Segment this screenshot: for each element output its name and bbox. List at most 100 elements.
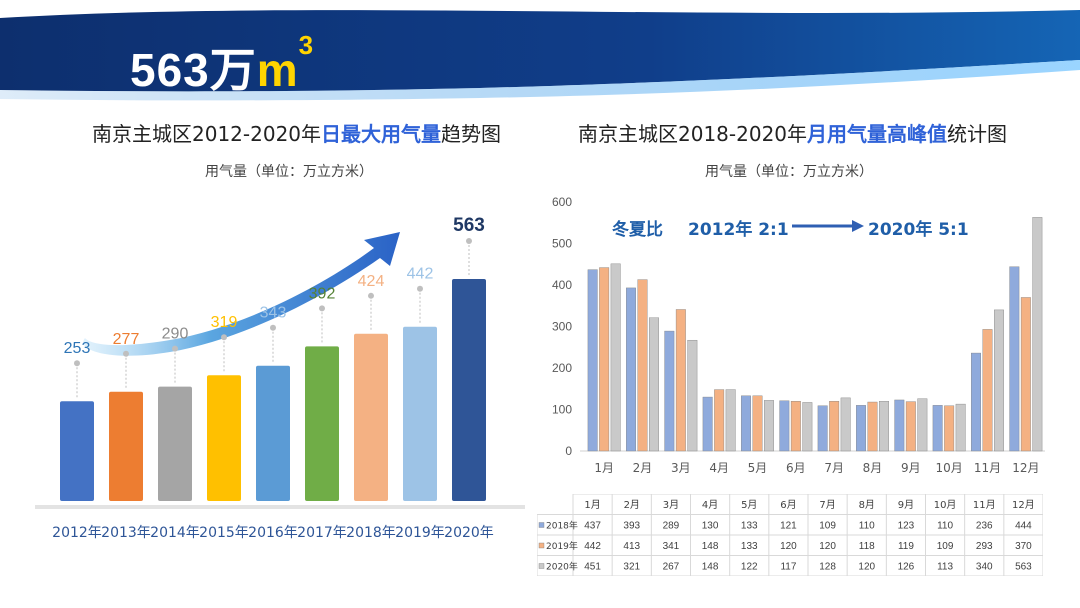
- leader-dot: [368, 292, 374, 299]
- headline-value: 563万m3: [130, 30, 315, 96]
- bar-2020年-11月: [994, 309, 1004, 452]
- x-tick-label: 2016年: [248, 525, 298, 541]
- table-cell: 120: [858, 562, 875, 573]
- leader-dot: [270, 324, 276, 331]
- table-header-cell: 11月: [973, 499, 996, 511]
- bar-2018年-10月: [932, 405, 943, 452]
- bar-2018年-5月: [741, 395, 751, 452]
- table-cell: 236: [976, 521, 993, 532]
- bar-2019年: [403, 326, 437, 501]
- x-tick-label: 10月: [936, 461, 963, 475]
- y-tick-label: 100: [552, 403, 572, 417]
- bar-2020年-2月: [649, 317, 659, 452]
- x-tick-label: 2013年: [101, 525, 151, 541]
- table-header-cell: 5月: [741, 499, 757, 511]
- table-cell: 413: [623, 541, 640, 552]
- table-cell: 110: [859, 521, 875, 532]
- bar-2019年-9月: [905, 401, 916, 452]
- ratio-to: 2020年 5:1: [868, 220, 969, 240]
- bar-2019年-6月: [790, 400, 801, 452]
- table-cell: 119: [898, 541, 914, 552]
- trend-arrow-icon: [83, 232, 401, 356]
- data-label: 442: [407, 266, 434, 283]
- leader-dot: [417, 285, 423, 292]
- table-cell: 122: [741, 562, 758, 573]
- bar-2018年-11月: [971, 352, 981, 452]
- bar-2019年-11月: [982, 329, 993, 452]
- table-cell: 293: [976, 541, 993, 552]
- data-table: 1月 2月 3月 4月 5月 6月 7月 8月 9月 10月 11月 12月 2018年 437 393 28…: [537, 494, 1043, 576]
- x-tick-label: 2014年: [150, 525, 200, 541]
- y-tick-label: 400: [552, 278, 572, 292]
- data-label: 343: [260, 305, 287, 322]
- table-cell: 113: [937, 562, 953, 573]
- bar-2020年-10月: [955, 403, 966, 452]
- bar-2020年-8月: [879, 400, 889, 452]
- table-cell: 110: [937, 521, 953, 532]
- table-cell: 451: [584, 562, 601, 573]
- table-row-label: 2019年: [546, 540, 578, 552]
- data-label: 392: [309, 285, 336, 302]
- table-cell: 120: [819, 541, 836, 552]
- x-tick-label: 4月: [709, 461, 729, 475]
- right-chart-subtitle: 用气量（单位：万立方米）: [705, 164, 873, 180]
- bar-2020年-5月: [764, 400, 774, 452]
- table-row-label: 2020年: [546, 561, 578, 573]
- table-header-cell: 9月: [898, 499, 914, 511]
- table-row-label: 2018年: [546, 520, 578, 532]
- table-cell: 341: [663, 541, 680, 552]
- headline-unit: m3: [256, 30, 315, 96]
- table-cell: 126: [898, 562, 915, 573]
- leader-dot: [221, 334, 227, 341]
- x-tick-label: 2019年: [395, 525, 445, 541]
- bar-2015年: [207, 375, 241, 501]
- bar-2019年-5月: [752, 395, 763, 452]
- table-cell: 370: [1015, 541, 1032, 552]
- bar-2018年-4月: [702, 396, 713, 452]
- bar-2018年-12月: [1009, 266, 1020, 452]
- x-tick-label: 2月: [633, 461, 653, 475]
- table-cell: 130: [702, 521, 719, 532]
- bar-2018年-7月: [817, 405, 828, 452]
- table-cell: 109: [819, 521, 836, 532]
- left-chart-title: 南京主城区2012-2020年日最大用气量趋势图: [92, 122, 502, 146]
- bar-2017年: [305, 346, 339, 501]
- y-tick-label: 600: [552, 195, 572, 209]
- x-tick-label: 2020年: [444, 525, 494, 541]
- ratio-label: 冬夏比: [612, 220, 663, 240]
- bar-2020年-4月: [725, 389, 736, 452]
- bar-2020年-6月: [802, 402, 813, 452]
- bar-2019年-3月: [675, 309, 686, 452]
- bar-2020年: [452, 279, 486, 501]
- table-cell: 442: [584, 541, 601, 552]
- right-bar-chart: 0 100 200 300 400 500 600 1月 2月 3月 4月 5月 6月 7月 8月 9月 10…: [552, 195, 1045, 475]
- table-cell: 123: [898, 521, 915, 532]
- table-cell: 133: [741, 521, 758, 532]
- bar-2020年-3月: [687, 339, 698, 452]
- bar-2020年-1月: [610, 263, 621, 452]
- bar-2013年: [109, 391, 143, 501]
- table-header-cell: 1月: [584, 499, 600, 511]
- x-tick-label: 2012年: [52, 525, 102, 541]
- data-label: 290: [162, 326, 189, 343]
- table-cell: 148: [702, 541, 719, 552]
- table-cell: 128: [819, 562, 836, 573]
- bar-2018年-3月: [664, 330, 675, 452]
- x-tick-label: 11月: [974, 461, 1001, 475]
- data-label: 277: [113, 331, 140, 348]
- bar-2018年-2月: [626, 287, 636, 452]
- table-header-cell: 8月: [859, 499, 875, 511]
- table-header-cell: 10月: [934, 499, 957, 511]
- left-bar-chart: 253 2012年 277 2013年 290 2014年 319 2015年 343 2016年…: [35, 215, 525, 541]
- leader-dot: [466, 238, 472, 244]
- table-cell: 340: [976, 562, 993, 573]
- x-tick-label: 3月: [671, 461, 691, 475]
- table-header-cell: 3月: [663, 499, 679, 511]
- right-chart-title: 南京主城区2018-2020年月用气量高峰值统计图: [578, 122, 1008, 146]
- table-header-cell: 6月: [780, 499, 796, 511]
- ratio-arrow-icon: [792, 220, 864, 232]
- table-header-cell: 12月: [1012, 499, 1035, 511]
- table-cell: 437: [584, 521, 601, 532]
- table-cell: 393: [623, 521, 640, 532]
- bar-2016年: [256, 365, 290, 501]
